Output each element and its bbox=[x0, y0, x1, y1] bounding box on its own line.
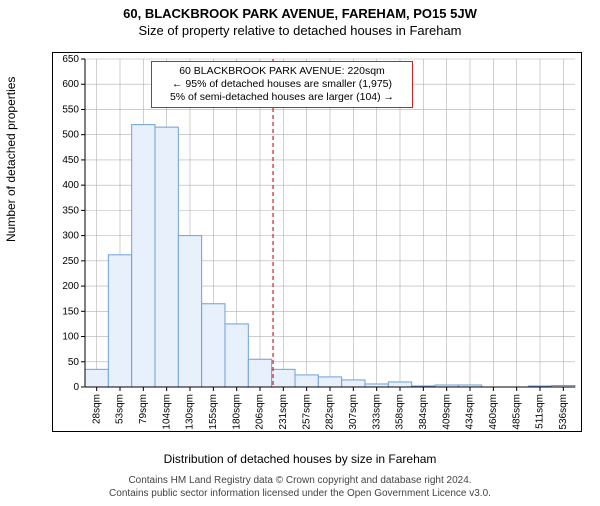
svg-text:350: 350 bbox=[62, 205, 79, 216]
svg-text:200: 200 bbox=[62, 281, 79, 292]
attribution-line-1: Contains HM Land Registry data © Crown c… bbox=[0, 475, 600, 488]
svg-text:384sqm: 384sqm bbox=[418, 394, 429, 430]
svg-text:450: 450 bbox=[62, 155, 79, 166]
svg-text:511sqm: 511sqm bbox=[535, 394, 546, 429]
svg-text:104sqm: 104sqm bbox=[161, 394, 172, 430]
annotation-line-1: 60 BLACKBROOK PARK AVENUE: 220sqm bbox=[158, 65, 406, 78]
svg-text:130sqm: 130sqm bbox=[185, 394, 196, 430]
svg-text:536sqm: 536sqm bbox=[558, 394, 569, 430]
annotation-line-2: ← 95% of detached houses are smaller (1,… bbox=[158, 78, 406, 91]
y-axis-label: Number of detached properties bbox=[4, 77, 18, 242]
svg-text:257sqm: 257sqm bbox=[301, 394, 312, 430]
chart-svg: 0 50 100 150 200 250 300 350 400 450 500 550 600 650 2… bbox=[53, 53, 581, 431]
svg-text:434sqm: 434sqm bbox=[465, 394, 476, 430]
svg-text:485sqm: 485sqm bbox=[511, 394, 522, 430]
attribution: Contains HM Land Registry data © Crown c… bbox=[0, 475, 600, 500]
svg-text:650: 650 bbox=[62, 54, 79, 65]
svg-text:550: 550 bbox=[62, 104, 79, 115]
svg-text:400: 400 bbox=[62, 180, 79, 191]
svg-text:231sqm: 231sqm bbox=[278, 394, 289, 430]
svg-text:79sqm: 79sqm bbox=[138, 394, 149, 424]
svg-text:333sqm: 333sqm bbox=[371, 394, 382, 430]
svg-text:409sqm: 409sqm bbox=[441, 394, 452, 430]
svg-text:358sqm: 358sqm bbox=[395, 394, 406, 430]
svg-text:206sqm: 206sqm bbox=[255, 394, 266, 430]
page-subtitle: Size of property relative to detached ho… bbox=[0, 23, 600, 38]
svg-text:500: 500 bbox=[62, 130, 79, 141]
svg-text:50: 50 bbox=[68, 357, 80, 368]
histogram-chart: 0 50 100 150 200 250 300 350 400 450 500 550 600 650 2… bbox=[52, 52, 582, 432]
svg-text:100: 100 bbox=[62, 332, 79, 343]
attribution-line-2: Contains public sector information licen… bbox=[0, 488, 600, 501]
svg-text:307sqm: 307sqm bbox=[348, 394, 359, 430]
x-axis-label: Distribution of detached houses by size … bbox=[0, 452, 600, 466]
svg-text:155sqm: 155sqm bbox=[208, 394, 219, 430]
svg-text:300: 300 bbox=[62, 231, 79, 242]
svg-text:282sqm: 282sqm bbox=[325, 394, 336, 430]
svg-text:53sqm: 53sqm bbox=[115, 394, 126, 424]
svg-text:600: 600 bbox=[62, 79, 79, 90]
page-title: 60, BLACKBROOK PARK AVENUE, FAREHAM, PO1… bbox=[0, 6, 600, 21]
svg-text:0: 0 bbox=[73, 382, 79, 393]
svg-text:250: 250 bbox=[62, 256, 79, 267]
svg-text:28sqm: 28sqm bbox=[91, 394, 102, 424]
annotation-box: 60 BLACKBROOK PARK AVENUE: 220sqm ← 95% … bbox=[151, 61, 413, 108]
annotation-line-3: 5% of semi-detached houses are larger (1… bbox=[158, 91, 406, 104]
svg-text:460sqm: 460sqm bbox=[488, 394, 499, 430]
svg-text:150: 150 bbox=[62, 306, 79, 317]
svg-text:180sqm: 180sqm bbox=[231, 394, 242, 430]
